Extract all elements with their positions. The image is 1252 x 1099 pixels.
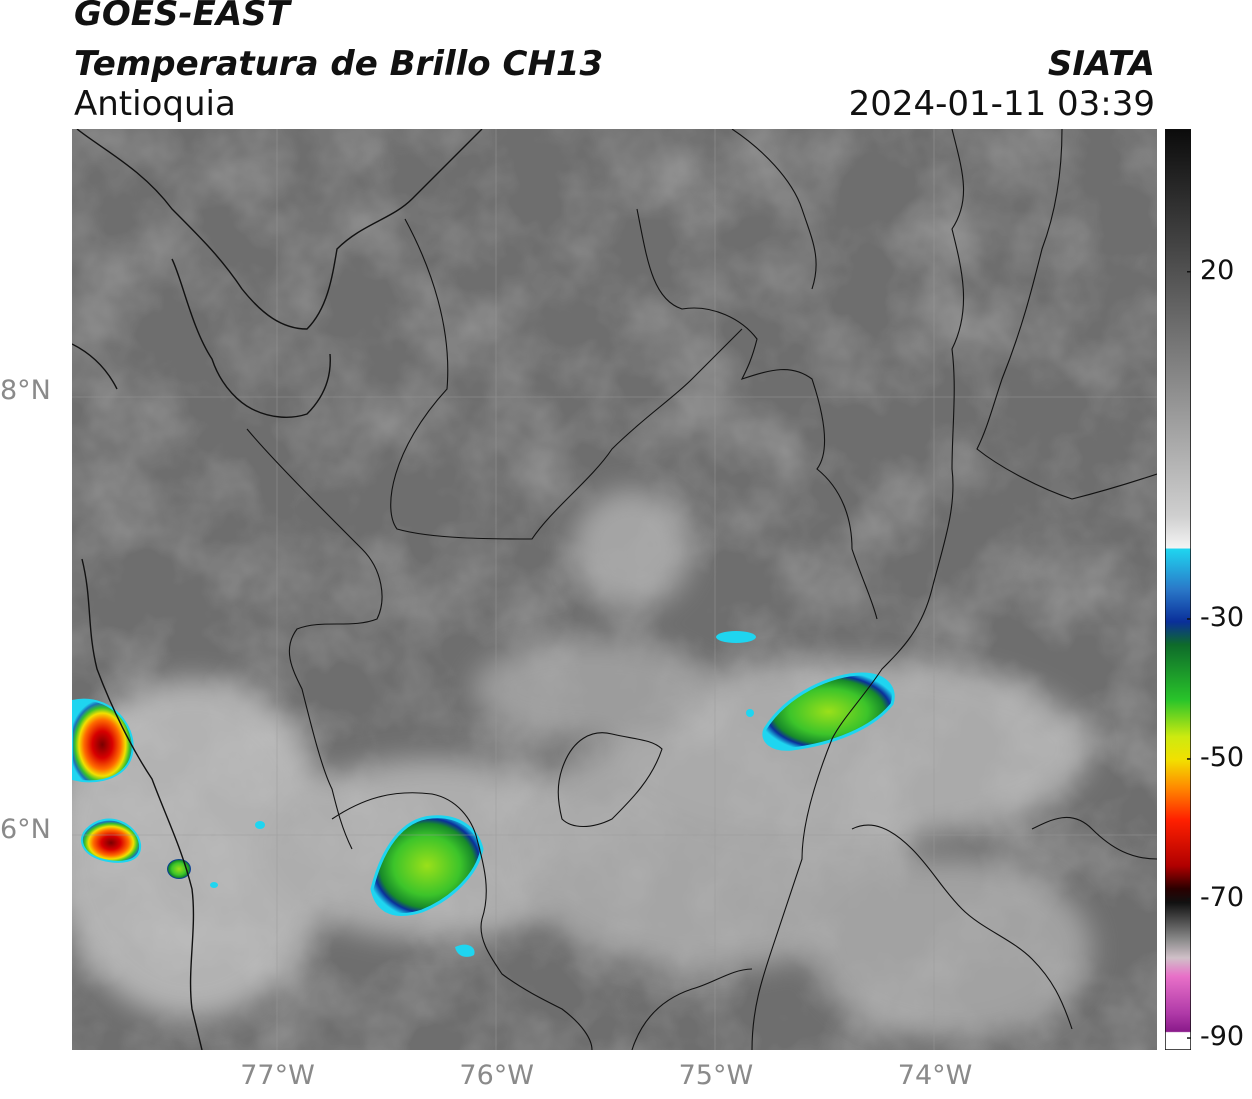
lat-tick-label: 6°N: [0, 813, 51, 845]
gridlines: [72, 129, 1157, 1050]
storm-cell-tiny-2: [255, 821, 265, 829]
cloud-field: [72, 129, 1157, 1050]
storm-cell-central: [370, 815, 484, 916]
colorbar-tick-label: -70: [1200, 881, 1245, 913]
lon-tick-label: 77°W: [240, 1060, 315, 1091]
colorbar-tick-label: 20: [1200, 254, 1235, 286]
organization-label: SIATA: [1047, 44, 1155, 84]
storm-cell-west-large: [72, 698, 134, 783]
lon-tick-label: 76°W: [459, 1060, 534, 1091]
colorbar-tick-label: -50: [1200, 741, 1245, 773]
storm-cell-tiny-1: [167, 859, 191, 879]
region-subtitle: Antioquia: [74, 84, 236, 124]
lat-tick-label: 8°N: [0, 375, 51, 407]
storm-cell-west-small: [80, 818, 142, 863]
brightness-temperature-map: [72, 129, 1157, 1050]
lon-tick-label: 75°W: [678, 1060, 754, 1091]
storm-cell-central-tail: [455, 944, 475, 957]
storm-cell-east-dot: [746, 709, 754, 717]
administrative-borders: [246, 129, 1157, 1050]
product-title: Temperatura de Brillo CH13: [74, 44, 604, 84]
colorbar-tick-label: -30: [1200, 601, 1245, 633]
colorbar-tick-label: -90: [1200, 1021, 1245, 1053]
coastline: [72, 129, 483, 1050]
storm-cell-east-small: [716, 631, 756, 643]
storm-cell-east: [762, 672, 895, 751]
datetime-label: 2024-01-11 03:39: [848, 84, 1155, 124]
lon-tick-label: 74°W: [897, 1060, 973, 1091]
storm-cells: [72, 631, 895, 957]
storm-cell-tiny-3: [210, 882, 218, 888]
satellite-title: GOES-EAST: [74, 0, 290, 34]
temperature-colorbar: [1165, 129, 1191, 1050]
